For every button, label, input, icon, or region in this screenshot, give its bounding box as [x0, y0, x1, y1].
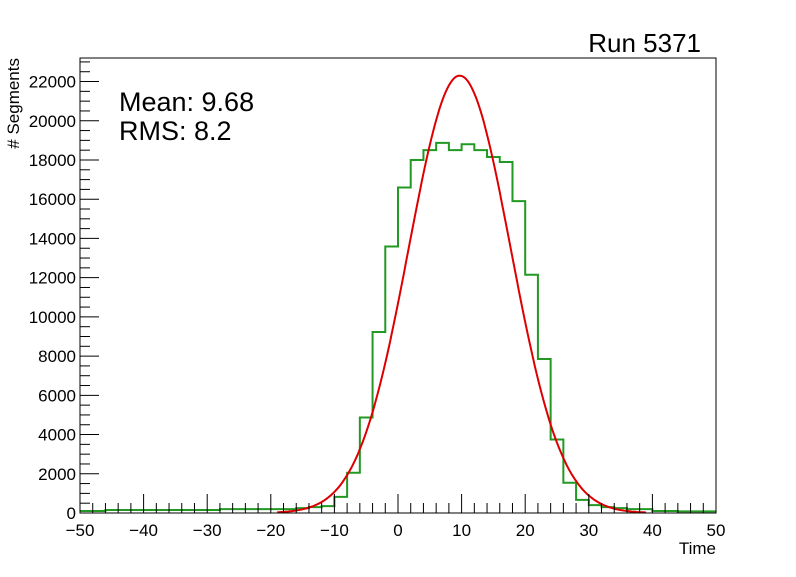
- y-tick-label: 14000: [29, 229, 76, 248]
- x-tick-label: 0: [393, 521, 402, 540]
- histogram-bin: [487, 157, 500, 513]
- y-tick-label: 4000: [38, 426, 76, 445]
- x-axis-label: Time: [679, 539, 716, 558]
- y-tick-label: 16000: [29, 190, 76, 209]
- histogram-bin: [576, 500, 589, 513]
- histogram-bin: [423, 150, 436, 513]
- histogram-bin: [322, 506, 335, 513]
- x-tick-label: −30: [193, 521, 222, 540]
- histogram-bin: [563, 483, 576, 513]
- y-tick-label: 22000: [29, 73, 76, 92]
- y-tick-label: 0: [67, 504, 76, 523]
- x-tick-label: 40: [643, 521, 662, 540]
- histogram-bin: [449, 150, 462, 513]
- histogram-bin: [474, 150, 487, 513]
- fit-series: [277, 74, 647, 514]
- histogram-bin: [411, 160, 424, 513]
- x-tick-label: 20: [516, 521, 535, 540]
- x-tick-label: 50: [707, 521, 726, 540]
- histogram-bin: [525, 275, 538, 513]
- y-tick-label: 10000: [29, 308, 76, 327]
- histogram-bin: [462, 144, 475, 513]
- y-tick-label: 20000: [29, 112, 76, 131]
- histogram-series: [80, 141, 716, 513]
- x-tick-label: −40: [129, 521, 158, 540]
- y-tick-label: 8000: [38, 347, 76, 366]
- histogram-bin: [436, 143, 449, 513]
- histogram-bin: [500, 162, 513, 513]
- histogram-bin: [512, 201, 525, 513]
- histogram-bin: [334, 497, 347, 513]
- histogram-bin: [538, 359, 551, 513]
- x-tick-label: −20: [256, 521, 285, 540]
- stats-rms: RMS: 8.2: [119, 116, 232, 146]
- x-tick-label: 30: [579, 521, 598, 540]
- x-tick-label: −50: [66, 521, 95, 540]
- histogram-bin: [551, 439, 564, 513]
- histogram-bin: [347, 473, 360, 513]
- y-tick-label: 2000: [38, 465, 76, 484]
- y-axis-label: # Segments: [4, 58, 23, 149]
- histogram-bin: [398, 187, 411, 513]
- histogram-bin: [373, 332, 386, 513]
- y-tick-label: 18000: [29, 151, 76, 170]
- stats-mean: Mean: 9.68: [119, 87, 254, 117]
- y-tick-label: 6000: [38, 386, 76, 405]
- fit-curve: [277, 74, 647, 514]
- histogram-bin: [589, 505, 602, 513]
- y-tick-label: 12000: [29, 269, 76, 288]
- x-tick-label: 10: [452, 521, 471, 540]
- x-tick-label: −10: [320, 521, 349, 540]
- chart-title: Run 5371: [588, 28, 701, 58]
- histogram-bin: [385, 246, 398, 513]
- axes: −50 −40 −30 −20 −10 0 10 20 30 40 50 0 2000 4000 6000 8…: [29, 61, 726, 540]
